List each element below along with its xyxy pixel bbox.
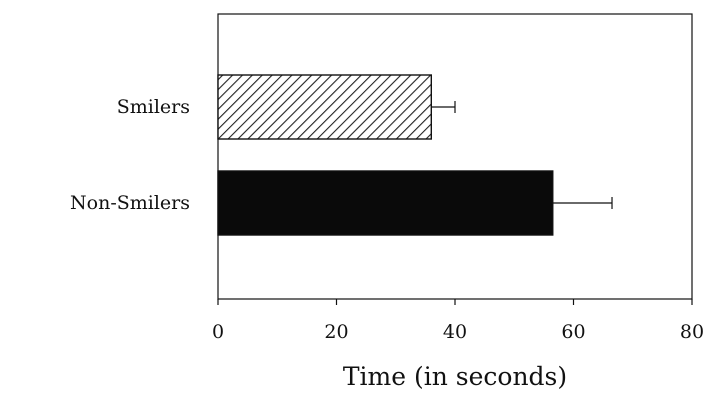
x-tick-label: 0	[212, 321, 224, 343]
bar-non-smilers	[217, 170, 554, 236]
x-tick-label: 80	[680, 321, 704, 343]
bars	[217, 74, 554, 236]
x-tick-label: 60	[561, 321, 585, 343]
plot-frame	[217, 13, 693, 300]
category-labels: Smilers Non-Smilers	[70, 96, 190, 214]
bar-smilers	[217, 74, 433, 140]
x-axis-ticks: 0 20 40 60 80	[212, 299, 704, 343]
x-axis-title: Time (in seconds)	[343, 362, 567, 391]
category-label: Non-Smilers	[70, 192, 190, 214]
error-bars	[431, 101, 613, 209]
x-tick-label: 20	[324, 321, 348, 343]
x-tick-label: 40	[443, 321, 467, 343]
category-label: Smilers	[117, 96, 190, 118]
